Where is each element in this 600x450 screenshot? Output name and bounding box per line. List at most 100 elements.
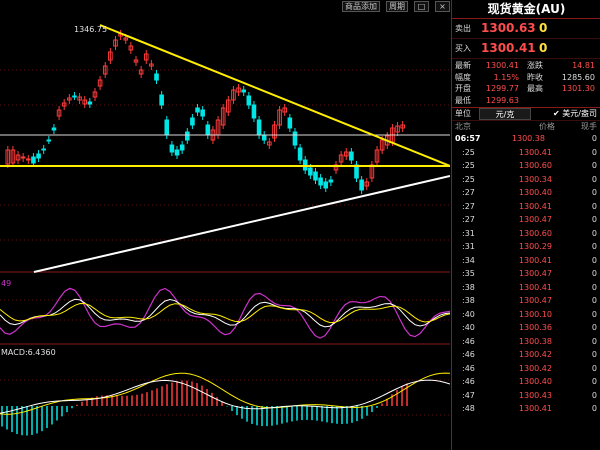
- candle-body: [246, 95, 252, 106]
- candle-body: [400, 124, 405, 129]
- candle-body: [164, 119, 170, 136]
- close-button[interactable]: ×: [435, 0, 450, 12]
- sell-row[interactable]: 卖出 1300.63 0: [452, 19, 600, 39]
- tick-row: :27 1300.47 0: [452, 213, 600, 227]
- quote-panel: 现货黄金(AU) 卖出 1300.63 0 买入 1300.41 0 最新 13…: [451, 0, 600, 450]
- sell-price: 1300.63: [481, 21, 536, 35]
- candle-body: [256, 119, 262, 136]
- tick-qty: 0: [591, 255, 597, 265]
- tick-price: 1300.42: [518, 363, 552, 373]
- tick-row: :31 1300.29 0: [452, 240, 600, 254]
- tick-qty: 0: [591, 404, 597, 413]
- tick-time: :40: [462, 323, 475, 332]
- candle-body: [72, 95, 77, 98]
- candle-body: [179, 144, 185, 151]
- header-time: 北京: [455, 122, 471, 131]
- candle-body: [195, 107, 200, 113]
- buy-row[interactable]: 买入 1300.41 0: [452, 39, 600, 59]
- tick-time: 06:57: [455, 134, 481, 143]
- descending-trendline: [99, 24, 450, 167]
- tick-qty: 0: [591, 147, 597, 157]
- stat-key: 开盘: [455, 84, 471, 93]
- ascending-trendline: [33, 175, 450, 273]
- candle-body: [77, 96, 82, 101]
- tick-qty: 0: [591, 296, 597, 305]
- candle-body: [169, 144, 175, 153]
- tick-qty: 0: [591, 336, 597, 346]
- stat-row: 幅度 1.15% 昨收 1285.60: [452, 72, 600, 84]
- buy-label: 买入: [455, 44, 471, 53]
- tick-price: 1300.47: [518, 296, 552, 305]
- stat-key: 涨跌: [527, 61, 543, 70]
- tick-row: :46 1300.40 0: [452, 375, 600, 389]
- candle-body: [36, 153, 41, 159]
- candle-body: [82, 99, 88, 105]
- candle-body: [92, 91, 98, 98]
- candle-body: [349, 151, 354, 161]
- candle-body: [251, 104, 257, 119]
- candle-body: [56, 109, 62, 117]
- tick-qty: 0: [591, 309, 597, 319]
- tick-price: 1300.41: [518, 201, 552, 211]
- tick-header: 北京 价格 现手: [452, 121, 600, 132]
- candle-body: [226, 99, 231, 113]
- candle-body: [220, 107, 226, 126]
- candle-body: [26, 158, 31, 161]
- stats-table: 最新 1300.41 涨跌 14.81 幅度 1.15% 昨收 1285.60 …: [452, 59, 600, 108]
- kdj-j-line: [0, 287, 450, 339]
- unit-yuan-toggle[interactable]: 元/克: [479, 108, 531, 120]
- cycle-button[interactable]: 周期: [386, 0, 408, 12]
- tick-price: 1300.41: [518, 282, 552, 292]
- tick-qty: 0: [591, 201, 597, 211]
- buy-price: 1300.41: [481, 41, 536, 55]
- tick-time: :46: [462, 377, 475, 386]
- tick-row: :31 1300.60 0: [452, 227, 600, 241]
- candle-body: [190, 117, 195, 126]
- tick-time: :46: [462, 350, 475, 359]
- tick-row: :27 1300.40 0: [452, 186, 600, 200]
- unit-row: 单位 元/克 ✔ 美元/盎司: [452, 108, 600, 121]
- tick-row: :47 1300.43 0: [452, 389, 600, 403]
- candle-body: [154, 73, 159, 81]
- candle-body: [282, 107, 288, 113]
- tick-time: :46: [462, 363, 475, 373]
- tick-row: :34 1300.41 0: [452, 254, 600, 268]
- minimize-button[interactable]: □: [414, 0, 429, 12]
- candle-body: [297, 147, 303, 161]
- stat-key: 昨收: [527, 72, 543, 82]
- candle-body: [51, 127, 57, 131]
- indicator-label: 49: [1, 279, 12, 288]
- tick-qty: 0: [591, 269, 597, 278]
- candle-body: [46, 139, 52, 142]
- tick-list[interactable]: 06:57 1300.38 0:25 1300.41 0:25 1300.60 0:25 13…: [452, 132, 600, 416]
- tick-row: :25 1300.60 0: [452, 159, 600, 173]
- candle-body: [313, 171, 318, 181]
- candle-body: [113, 39, 118, 47]
- macd-label: MACD:6.4360: [1, 348, 56, 357]
- tick-qty: 0: [591, 242, 597, 251]
- tick-time: :48: [462, 404, 475, 413]
- tick-row: :27 1300.41 0: [452, 200, 600, 214]
- tick-time: :27: [462, 188, 475, 197]
- macd-dif-line: [0, 379, 450, 414]
- stat-value: 1299.63: [485, 95, 519, 105]
- price-chart[interactable]: 1346.75 49 MACD:6.4360 商品添加 周期 □ ×: [0, 0, 450, 450]
- candle-body: [128, 45, 134, 51]
- unit-usd-toggle[interactable]: ✔ 美元/盎司: [553, 109, 597, 118]
- header-price: 价格: [539, 122, 555, 131]
- tick-qty: 0: [591, 215, 597, 224]
- unit-label: 单位: [455, 109, 471, 118]
- tick-price: 1300.47: [518, 269, 552, 278]
- candle-body: [374, 149, 380, 163]
- tick-qty: 0: [591, 188, 597, 197]
- tick-row: :40 1300.36 0: [452, 321, 600, 335]
- stat-key: 幅度: [455, 72, 471, 82]
- tick-price: 1300.60: [518, 161, 552, 170]
- add-product-button[interactable]: 商品添加: [342, 0, 380, 12]
- chart-canvas[interactable]: [0, 0, 450, 450]
- tick-price: 1300.10: [518, 309, 552, 319]
- stat-row: 最低 1299.63: [452, 95, 600, 107]
- tick-time: :35: [462, 269, 475, 278]
- candle-body: [149, 63, 154, 67]
- candle-body: [5, 149, 11, 165]
